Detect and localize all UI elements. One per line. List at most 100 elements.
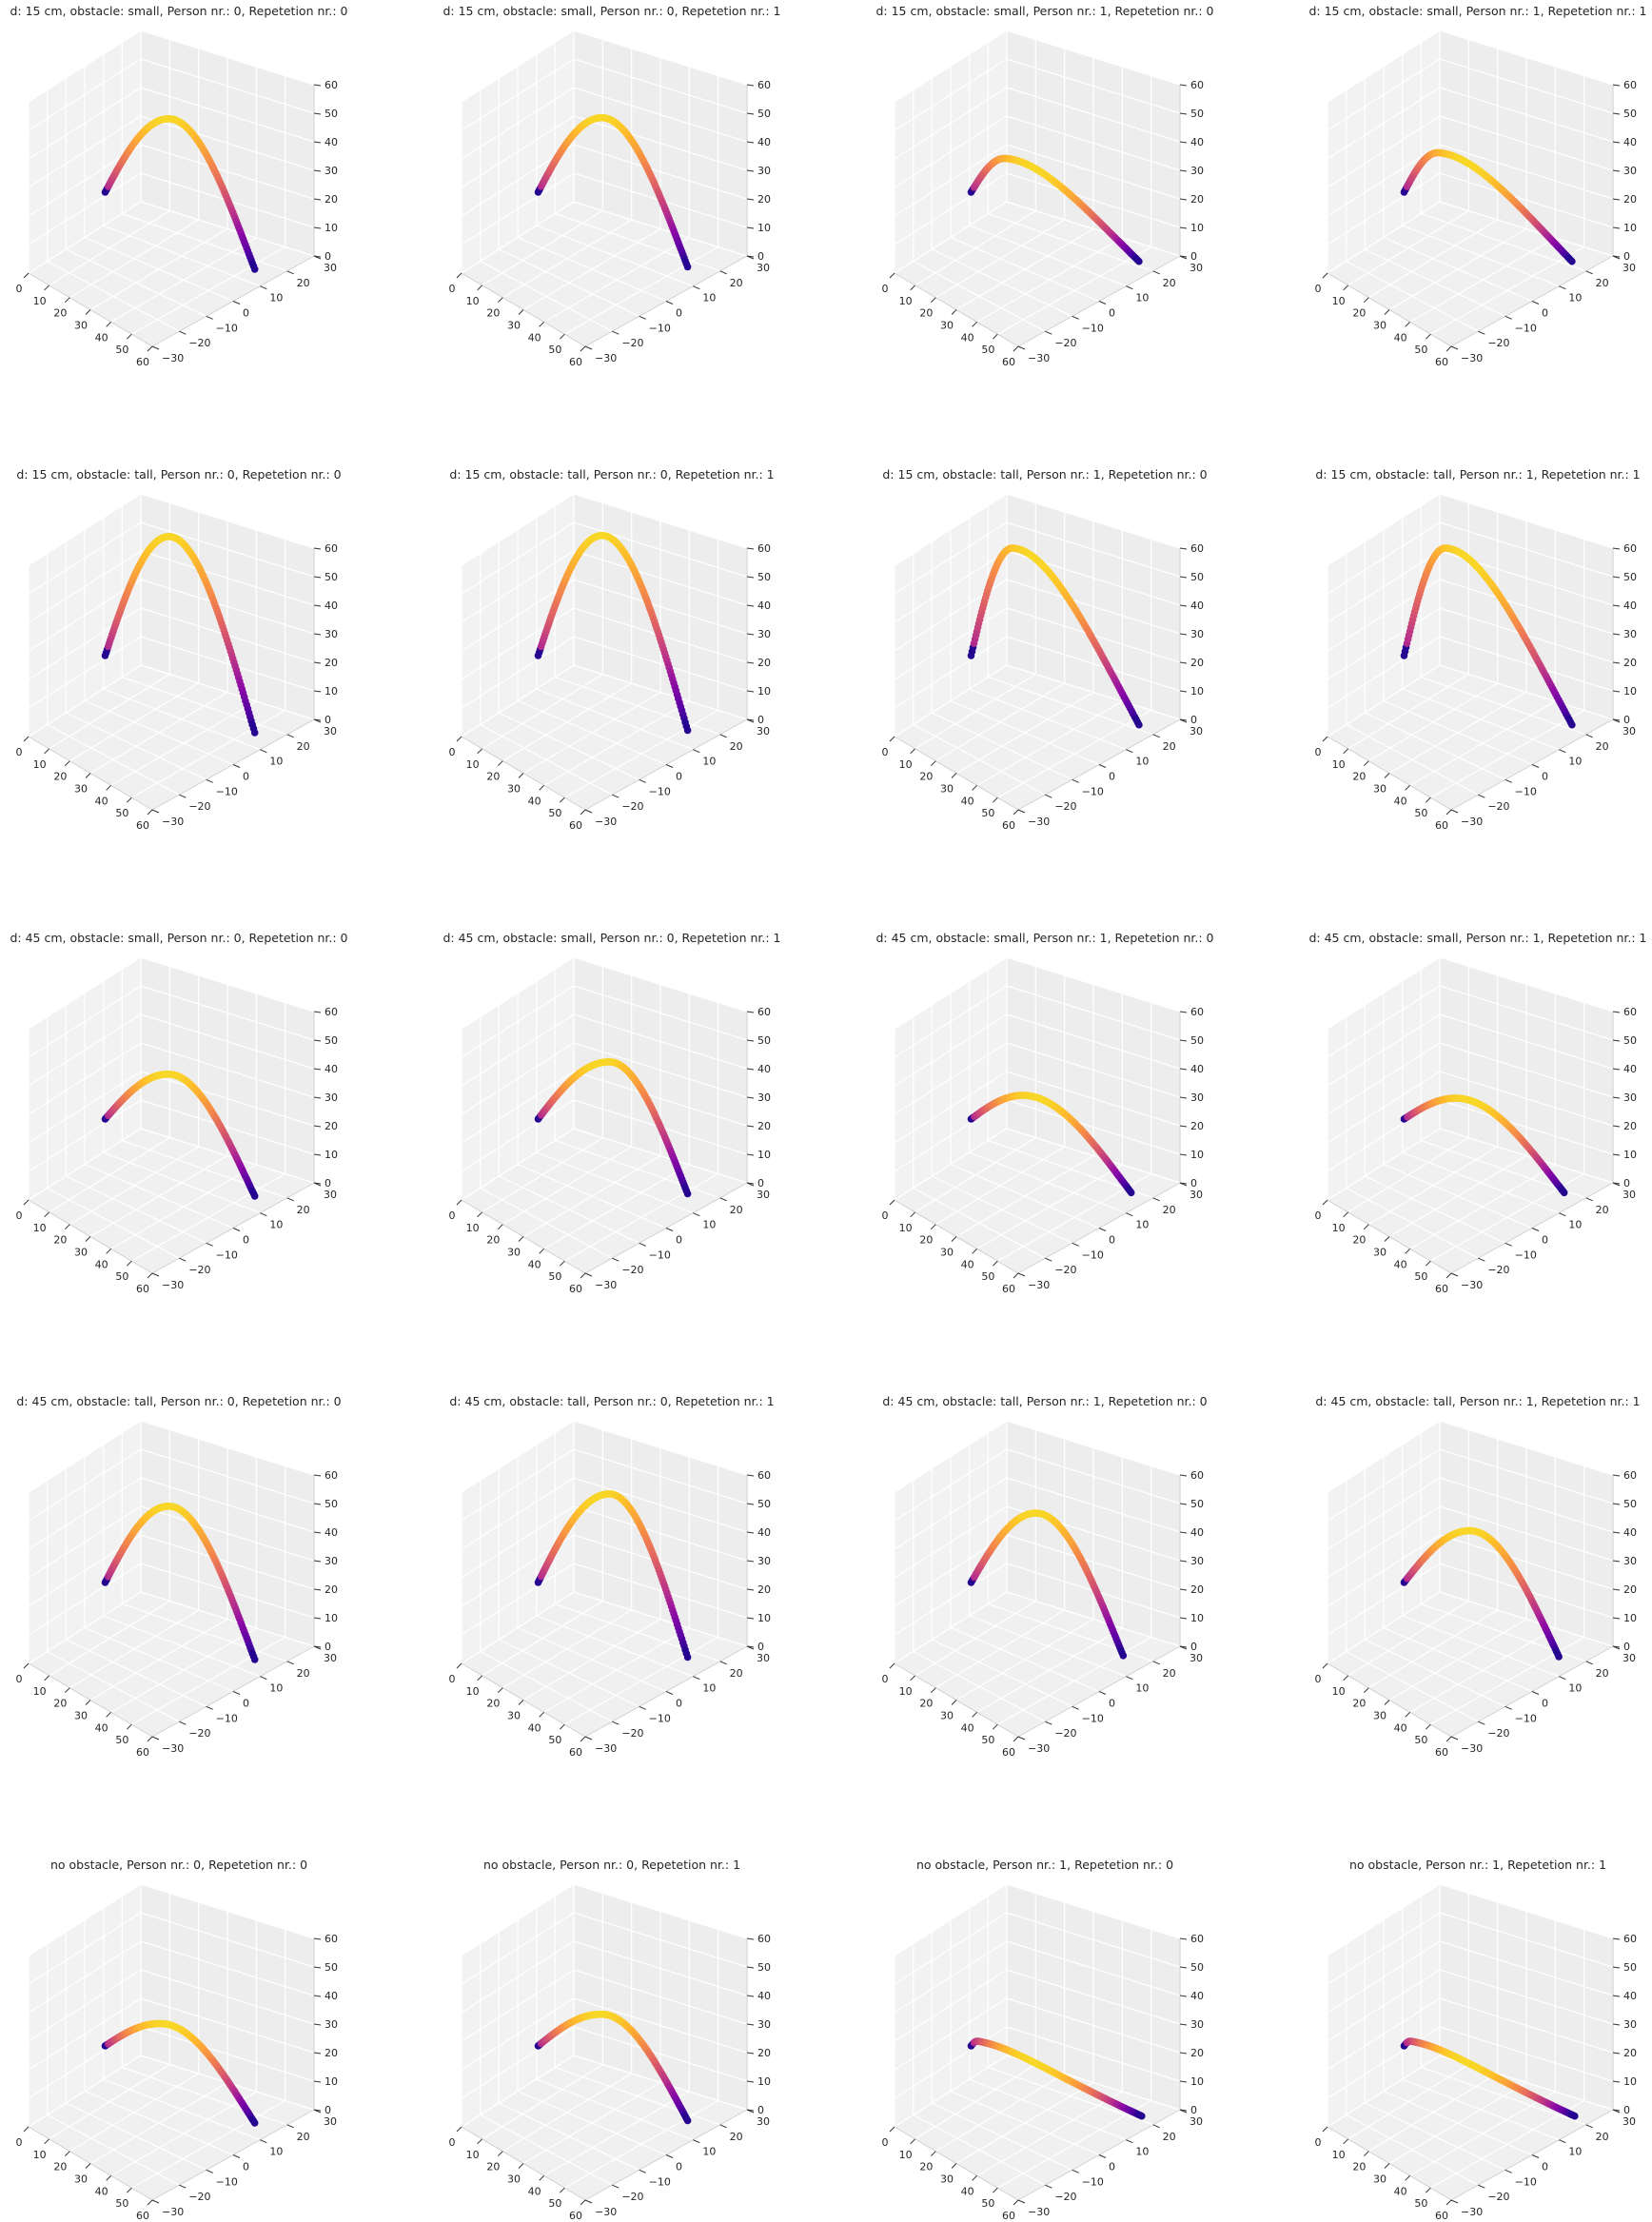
tick-mark [126,1723,132,1730]
grid-line [140,985,315,1041]
tick-mark [930,297,936,304]
y-tick-label: −30 [1461,2206,1483,2218]
tick-mark [1531,301,1540,305]
z-tick-label: 10 [757,685,771,698]
tick-mark [1179,112,1188,115]
y-tick-label: −30 [162,816,184,828]
y-tick-label: −20 [621,1727,643,1740]
y-tick-label: −10 [649,1712,671,1724]
grid-line [1006,664,1181,720]
tick-mark [1017,345,1026,350]
z-tick-label: 10 [757,222,771,234]
grid-line [461,87,575,160]
y-tick-label: −30 [162,352,184,364]
grid-line [1006,1477,1181,1533]
z-tick-label: 30 [757,165,771,177]
y-tick-label: −30 [162,1279,184,1291]
z-tick-label: 0 [1190,2104,1197,2116]
z-tick-label: 30 [757,2018,771,2031]
tick-mark [889,1199,895,1206]
tick-mark [206,778,213,783]
tick-mark [746,112,755,115]
tick-mark [1612,1474,1621,1477]
grid-line [103,2078,261,2141]
trajectory-point [1135,257,1143,265]
z-tick-label: 40 [757,1063,771,1075]
grid-line [555,1139,720,1199]
tick-mark [85,773,91,778]
tick-mark [1559,1676,1566,1681]
x-tick-label: 50 [981,1734,994,1746]
tick-mark [313,1937,322,1940]
tick-mark [1446,345,1452,352]
x-tick-label: 50 [1414,344,1427,356]
grid-line [573,956,748,1013]
z-tick-label: 0 [1623,1177,1630,1190]
tick-mark [85,2163,91,2169]
z-tick-label: 30 [1190,165,1204,177]
x-tick-label: 30 [74,1710,88,1722]
z-tick-label: 0 [1623,2104,1630,2116]
tick-mark [1612,2080,1621,2083]
grid-line [1327,1883,1441,1957]
y-tick-label: −20 [621,2191,643,2203]
subplot-title: d: 15 cm, obstacle: small, Person nr.: 1… [1308,4,1646,18]
x-tick-label: 0 [1315,1209,1322,1222]
tick-mark [147,809,153,816]
tick-mark [1450,809,1459,814]
tick-mark [746,1560,755,1563]
y-tick-label: −30 [162,2206,184,2218]
grid-line [140,1128,315,1184]
tick-mark [313,1560,322,1563]
grid-line [1439,144,1614,200]
grid-line [1439,87,1614,143]
tick-mark [746,576,755,579]
tick-mark [44,2138,50,2145]
y-tick-label: 10 [1568,292,1582,305]
grid-line [140,2026,315,2082]
grid-line [47,723,180,796]
y-tick-label: 30 [1190,2115,1203,2128]
y-tick-label: 20 [297,1667,310,1680]
z-tick-label: 50 [324,108,338,120]
tick-mark [910,285,916,291]
grid-line [1006,956,1181,1013]
x-tick-label: 0 [1315,1673,1322,1685]
grid-line [1327,521,1441,595]
subplot-title: d: 45 cm, obstacle: tall, Person nr.: 1,… [882,1394,1207,1408]
tick-mark [1098,2154,1107,2158]
grid-line [461,2026,575,2099]
x-tick-label: 10 [899,2149,913,2161]
y-tick-label: −10 [216,322,238,334]
y-tick-label: −20 [1487,1264,1509,1276]
grid-line [573,201,748,257]
tick-mark [539,1248,545,1254]
grid-line [140,1969,315,2025]
grid-line [894,1128,1008,1201]
z-tick-label: 60 [757,1469,771,1482]
subplot-17: no obstacle, Person nr.: 0, Repetetion n… [16,1858,339,2222]
subplot-title: d: 15 cm, obstacle: small, Person nr.: 0… [10,4,347,18]
y-tick-label: 30 [757,262,770,274]
subplot-title: no obstacle, Person nr.: 1, Repetetion n… [1349,1858,1606,1872]
y-tick-label: −10 [216,1712,238,1724]
x-tick-label: 40 [528,1721,541,1734]
z-tick-label: 60 [1623,542,1637,555]
x-tick-label: 50 [1414,1734,1427,1746]
grid-line [480,260,613,332]
grid-line [28,1563,142,1636]
grid-line [1365,712,1505,780]
z-tick-label: 40 [1623,1990,1637,2002]
x-tick-label: 20 [486,1698,500,1710]
grid-line [1006,1013,1181,1070]
z-tick-label: 50 [757,1034,771,1047]
z-tick-label: 40 [324,1990,338,2002]
tick-mark [1612,1588,1621,1591]
grid-line [517,2090,667,2156]
tick-mark [746,2109,755,2112]
x-tick-label: 0 [1315,2136,1322,2149]
grid-line [1439,1534,1614,1590]
tick-mark [260,1212,267,1217]
x-tick-label: 50 [981,2197,994,2210]
